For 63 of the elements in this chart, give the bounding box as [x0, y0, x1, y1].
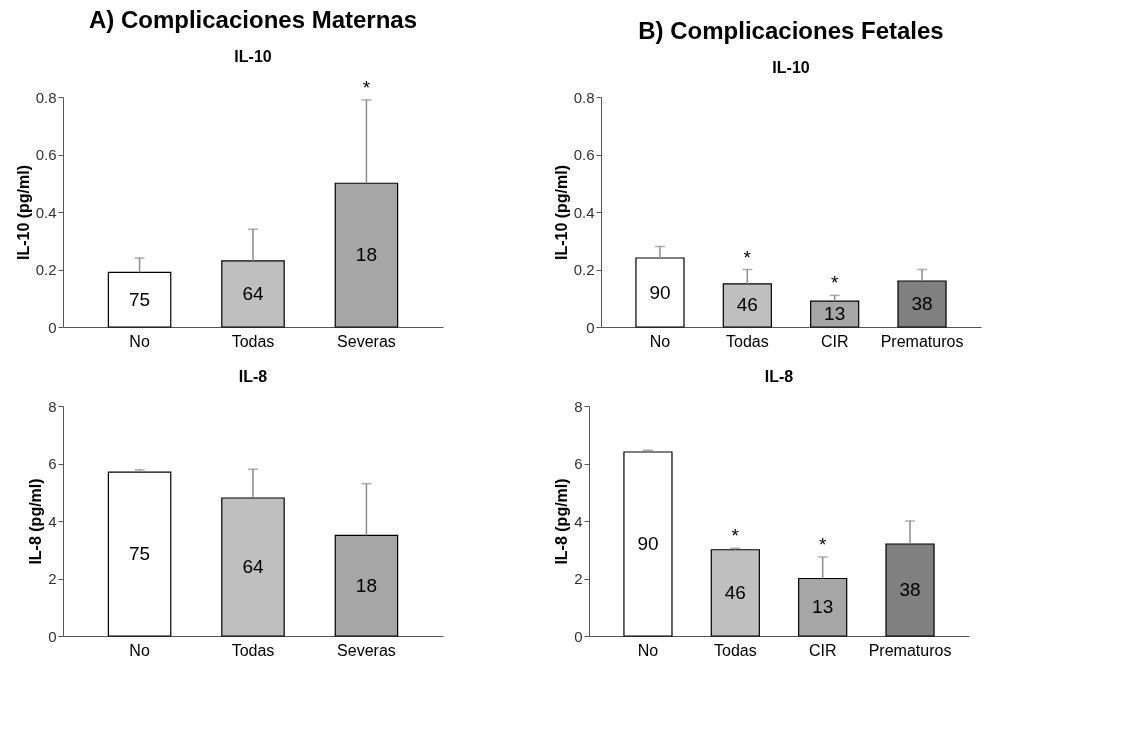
annotation: 46: [724, 581, 746, 603]
annotation: 75: [129, 543, 151, 565]
annotation: 90: [637, 533, 659, 554]
chart-subtitle: IL-10: [772, 59, 810, 76]
annotation: 13: [824, 303, 846, 325]
y-tick-label: 8: [48, 397, 57, 415]
annotation: 90: [649, 281, 671, 303]
y-tick-label: 0.6: [35, 146, 57, 163]
annotation: 18: [355, 244, 377, 266]
x-tick-label: No: [129, 332, 150, 350]
chart-title: IL-8: [764, 368, 794, 385]
x-tick-label: Todas: [713, 641, 757, 659]
y-tick-label: 6: [574, 455, 583, 472]
y-tick-label: 0: [48, 627, 57, 645]
x-tick-label: Prematuros: [880, 332, 964, 350]
x-tick-label: No: [129, 641, 150, 659]
annotation: 38: [911, 293, 933, 314]
annotation: 75: [129, 288, 151, 310]
annotation: 18: [355, 574, 377, 596]
y-tick-label: 2: [48, 570, 57, 587]
annotation: *: [818, 533, 827, 555]
chart-title: IL-8: [238, 368, 268, 385]
y-axis-title: IL-10 (pg/ml): [14, 164, 32, 261]
annotation: 64: [242, 282, 264, 304]
y-tick-label: 4: [574, 512, 583, 530]
x-tick-label: Todas: [725, 332, 769, 350]
y-tick-label: 0.2: [573, 261, 595, 278]
annotation: 64: [242, 556, 264, 577]
x-tick-label: Prematuros: [868, 641, 952, 659]
chart-subtitle: IL-10: [234, 47, 272, 65]
x-tick-label: No: [637, 641, 659, 659]
x-tick-label: CIR: [820, 332, 849, 350]
y-tick-label: 0: [48, 318, 57, 336]
x-tick-label: No: [649, 332, 671, 350]
annotation: *: [830, 272, 839, 294]
y-tick-label: 0: [586, 318, 595, 336]
chart-title: B) Complicaciones Fetales: [638, 17, 944, 44]
x-tick-label: CIR: [808, 641, 837, 659]
y-tick-label: 0: [574, 627, 583, 645]
y-tick-label: 8: [574, 397, 583, 415]
y-axis-title: IL-8 (pg/ml): [553, 478, 571, 565]
x-tick-label: Todas: [231, 332, 275, 350]
annotation: 38: [899, 579, 921, 600]
y-tick-label: 0.4: [573, 203, 595, 221]
annotation: *: [362, 76, 371, 98]
annotation: *: [743, 246, 752, 268]
annotation: 46: [736, 294, 758, 316]
y-tick-label: 0.8: [35, 88, 57, 106]
annotation: 13: [812, 596, 834, 618]
y-tick-label: 0.8: [573, 88, 595, 106]
chart-title: A) Complicaciones Maternas: [88, 5, 418, 33]
y-axis-title: IL-8 (pg/ml): [27, 478, 45, 565]
y-tick-label: 0.4: [35, 203, 57, 221]
y-tick-label: 2: [574, 570, 583, 587]
annotation: *: [731, 525, 740, 547]
y-tick-label: 0.2: [35, 261, 57, 278]
y-tick-label: 4: [48, 512, 57, 530]
x-tick-label: Todas: [231, 641, 275, 659]
x-tick-label: Severas: [337, 332, 396, 350]
x-tick-label: Severas: [337, 641, 396, 659]
y-tick-label: 0.6: [573, 146, 595, 163]
y-axis-title: IL-10 (pg/ml): [552, 164, 570, 261]
y-tick-label: 6: [48, 455, 57, 472]
